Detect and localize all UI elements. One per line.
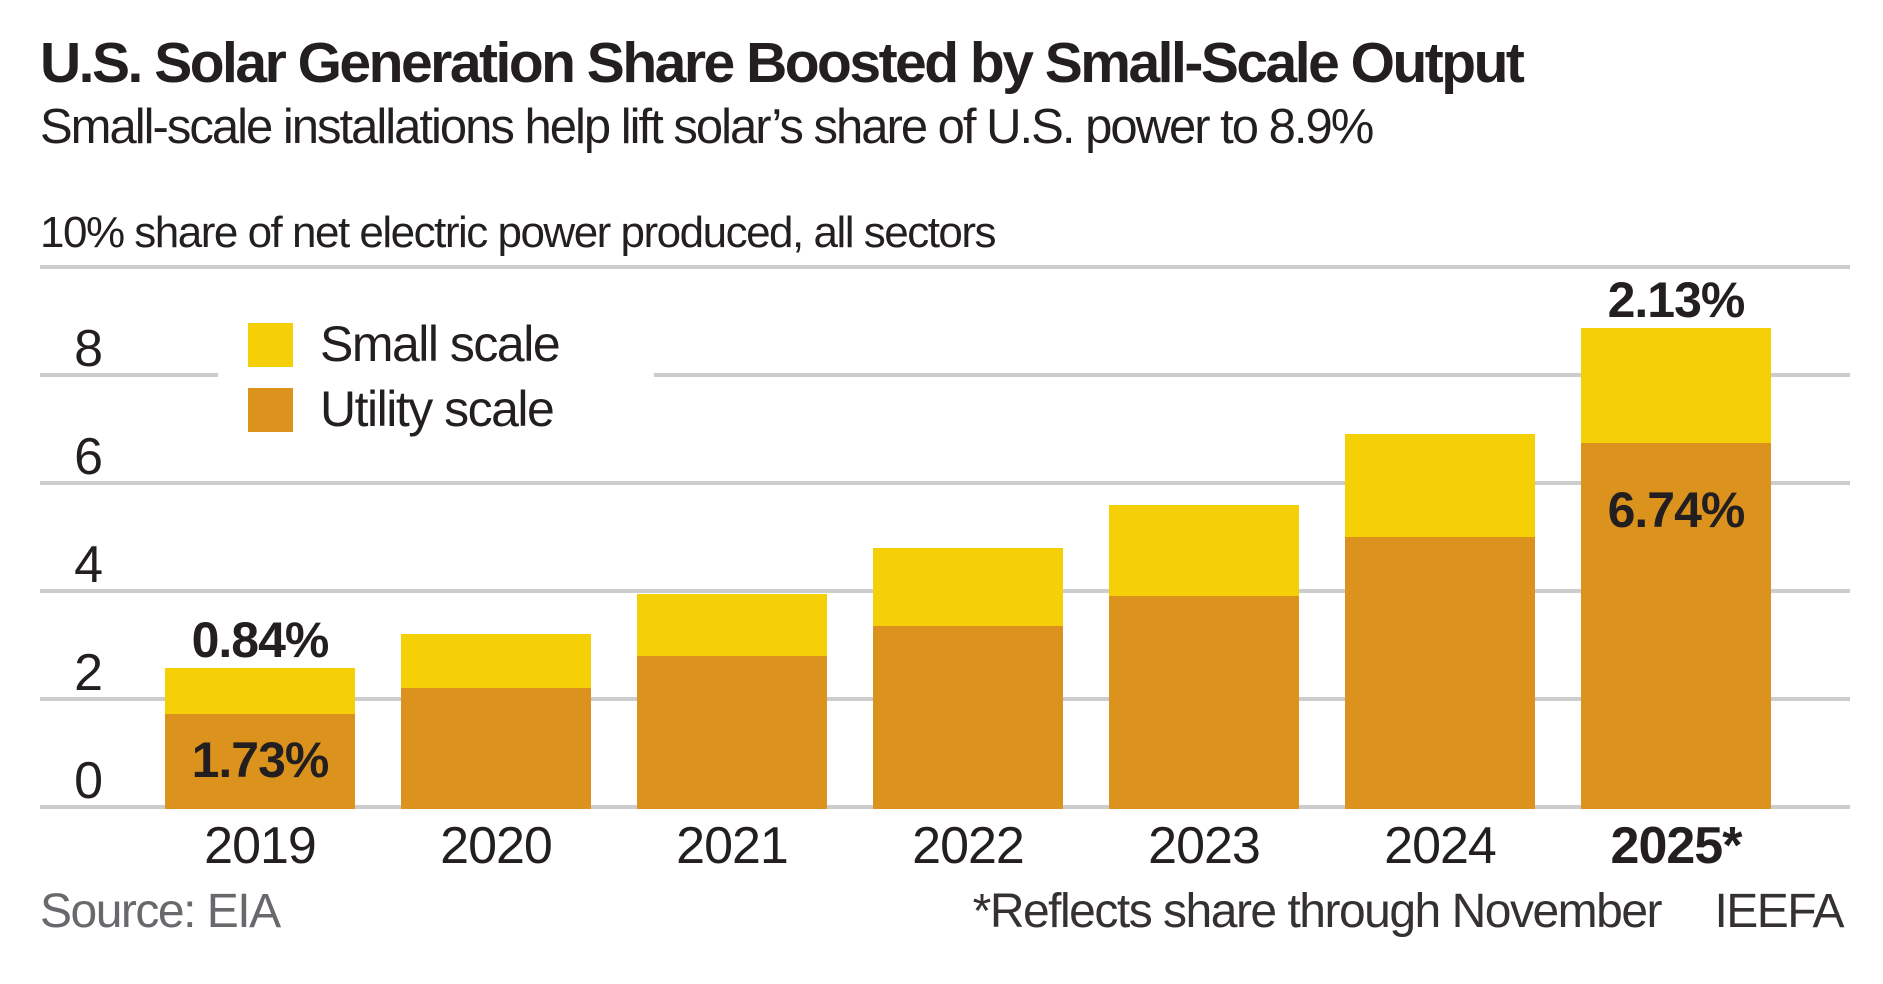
bar-segment-small-2025* bbox=[1581, 328, 1771, 444]
bar-segment-small-2020 bbox=[401, 634, 591, 689]
bar-segment-small-2024 bbox=[1345, 434, 1535, 537]
value-label-1.73%: 1.73% bbox=[191, 732, 330, 789]
y-axis-tick-label-0: 0 bbox=[74, 752, 103, 810]
y-axis-tick-label-4: 4 bbox=[74, 536, 103, 594]
gridline-10pct bbox=[40, 265, 1850, 269]
bar-segment-small-2022 bbox=[873, 547, 1063, 627]
bar-segment-utility-2019 bbox=[165, 713, 355, 809]
x-axis-label-2025*: 2025* bbox=[1610, 817, 1743, 875]
value-label-2.13%: 2.13% bbox=[1607, 272, 1746, 329]
bar-segment-utility-2024 bbox=[1345, 537, 1535, 809]
bar-segment-small-2021 bbox=[637, 593, 827, 656]
y-axis-tick-label-2: 2 bbox=[74, 644, 103, 702]
value-label-0.84%: 0.84% bbox=[191, 612, 330, 669]
legend-swatch-utility-scale-icon bbox=[248, 388, 293, 432]
footnote: *Reflects share through November bbox=[972, 885, 1663, 938]
bar-segment-utility-2020 bbox=[401, 688, 591, 809]
x-axis-label-2023: 2023 bbox=[1148, 817, 1261, 875]
bar-segment-small-2019 bbox=[165, 668, 355, 714]
chart-subtitle: Small-scale installations help lift sola… bbox=[40, 100, 1374, 154]
legend-label-small-scale: Small scale bbox=[320, 316, 561, 372]
x-axis-label-2021: 2021 bbox=[676, 817, 789, 875]
legend-label-utility-scale: Utility scale bbox=[320, 381, 555, 437]
legend: Small scale Utility scale bbox=[218, 308, 654, 440]
bar-segment-utility-2021 bbox=[637, 655, 827, 809]
bar-segment-utility-2025* bbox=[1581, 443, 1771, 809]
bar-segment-small-2023 bbox=[1109, 504, 1299, 597]
y-axis-tick-label-8: 8 bbox=[74, 320, 103, 378]
chart-title: U.S. Solar Generation Share Boosted by S… bbox=[40, 31, 1525, 95]
value-label-6.74%: 6.74% bbox=[1607, 482, 1746, 539]
bar-segment-utility-2022 bbox=[873, 626, 1063, 809]
y-axis-description: 10% share of net electric power produced… bbox=[40, 208, 997, 257]
attribution-ieefa: IEEFA bbox=[1714, 885, 1844, 938]
source-label: Source: EIA bbox=[40, 885, 281, 938]
y-axis-tick-label-6: 6 bbox=[74, 428, 103, 486]
gridline-8pct bbox=[40, 373, 1850, 377]
x-axis-label-2019: 2019 bbox=[204, 817, 317, 875]
x-axis-label-2022: 2022 bbox=[912, 817, 1025, 875]
x-axis-label-2020: 2020 bbox=[440, 817, 553, 875]
gridline-6pct bbox=[40, 481, 1850, 485]
legend-swatch-small-scale-icon bbox=[248, 323, 293, 367]
bar-segment-utility-2023 bbox=[1109, 596, 1299, 809]
x-axis-label-2024: 2024 bbox=[1384, 817, 1497, 875]
